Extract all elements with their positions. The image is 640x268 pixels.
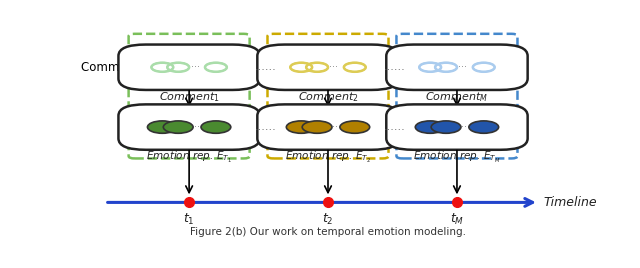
Text: ···: ··· (458, 62, 467, 72)
Text: Comment$_2$: Comment$_2$ (298, 90, 358, 104)
FancyBboxPatch shape (257, 44, 399, 90)
Text: ···: ··· (330, 122, 339, 132)
Circle shape (201, 121, 231, 133)
Text: ···: ··· (330, 62, 339, 72)
Circle shape (147, 121, 177, 133)
FancyBboxPatch shape (387, 104, 527, 150)
Text: Emotion rep. $E_{T_2}$: Emotion rep. $E_{T_2}$ (285, 150, 371, 165)
Circle shape (415, 121, 445, 133)
Text: ......: ...... (384, 122, 406, 132)
Text: ···: ··· (458, 122, 467, 132)
Text: $t_1$: $t_1$ (183, 213, 195, 228)
Text: Comment$_1$: Comment$_1$ (159, 90, 220, 104)
FancyBboxPatch shape (257, 104, 399, 150)
Text: Comment set: Comment set (81, 61, 161, 74)
Text: ......: ...... (255, 62, 277, 72)
Circle shape (286, 121, 316, 133)
Text: ......: ...... (384, 62, 406, 72)
Circle shape (469, 121, 499, 133)
Circle shape (340, 121, 370, 133)
Text: Timeline: Timeline (544, 196, 597, 209)
Text: Comment$_M$: Comment$_M$ (426, 90, 488, 104)
Text: ···: ··· (191, 62, 200, 72)
Circle shape (163, 121, 193, 133)
Text: ......: ...... (255, 122, 277, 132)
Text: Figure 2(b) Our work on temporal emotion modeling.: Figure 2(b) Our work on temporal emotion… (190, 228, 466, 237)
FancyBboxPatch shape (118, 104, 260, 150)
Text: ···: ··· (191, 122, 200, 132)
FancyBboxPatch shape (118, 44, 260, 90)
Text: $t_2$: $t_2$ (323, 213, 333, 228)
Circle shape (431, 121, 461, 133)
Text: $t_M$: $t_M$ (450, 213, 464, 228)
Text: Emotion rep. $E_{T_M}$: Emotion rep. $E_{T_M}$ (413, 150, 500, 165)
Text: Emotion rep. $E_{T_1}$: Emotion rep. $E_{T_1}$ (146, 150, 232, 165)
Circle shape (302, 121, 332, 133)
FancyBboxPatch shape (387, 44, 527, 90)
